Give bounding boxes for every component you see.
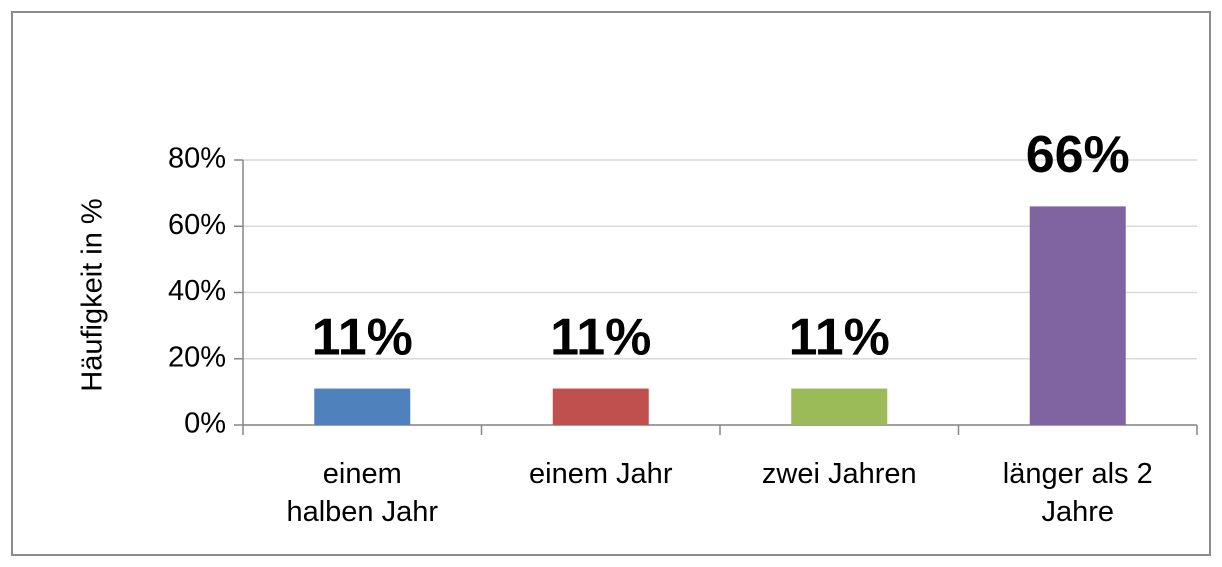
x-tick-label: einem Jahr (529, 458, 673, 490)
bar (314, 388, 411, 425)
x-tick-label-box: einem Jahr (529, 458, 673, 490)
bar (552, 388, 649, 425)
y-tick-label: 40% (168, 275, 226, 307)
y-tick-label: 80% (168, 143, 226, 175)
data-label: 66% (1026, 126, 1130, 184)
y-tick-label: 20% (168, 341, 226, 373)
x-tick-label: einem halben Jahr (286, 458, 439, 528)
x-tick-label: zwei Jahren (761, 458, 917, 490)
bar (791, 388, 888, 425)
x-tick-label: länger als 2 Jahre (1002, 458, 1153, 528)
x-tick-label-box: einem halben Jahr (286, 458, 439, 528)
data-label: 11% (312, 308, 413, 366)
x-tick-label-box: länger als 2 Jahre (1002, 458, 1153, 528)
y-tick-label: 0% (184, 408, 226, 440)
data-label: 11% (789, 308, 890, 366)
chart-border (11, 11, 1211, 556)
y-axis-label: Häufigkeit in % (77, 198, 109, 391)
y-tick-label: 60% (168, 209, 226, 241)
data-label: 11% (550, 308, 651, 366)
bar (1029, 206, 1126, 425)
x-tick-label-box: zwei Jahren (761, 458, 917, 490)
